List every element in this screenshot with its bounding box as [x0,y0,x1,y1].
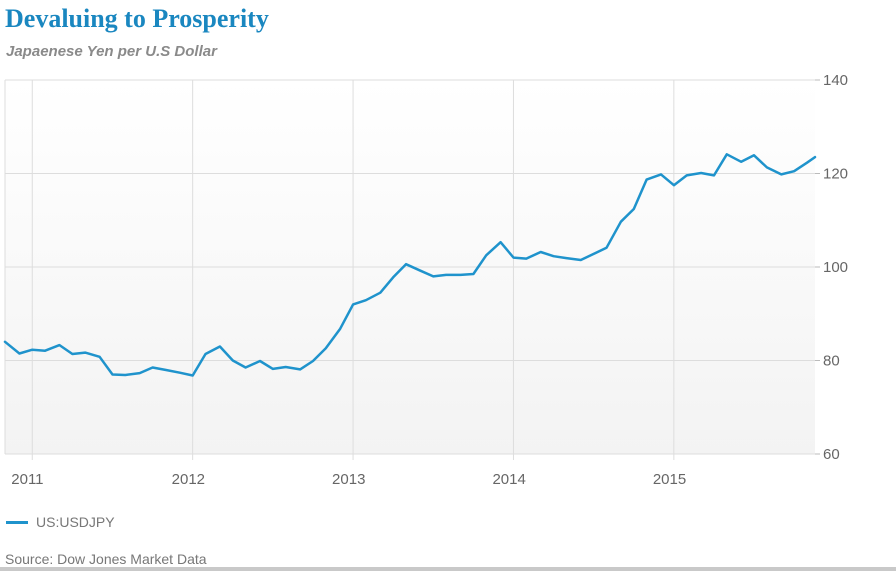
chart-title: Devaluing to Prosperity [5,4,269,33]
data-point [299,368,301,370]
legend-swatch [6,520,28,524]
data-point [472,273,474,275]
data-point [552,255,554,257]
data-point [164,369,166,371]
x-tick-label: 2015 [653,471,686,488]
data-point [565,257,567,259]
data-point [814,156,816,158]
data-point [71,353,73,355]
data-point [365,299,367,301]
data-point [485,254,487,256]
chart-subtitle: Japaenese Yen per U.S Dollar [6,43,217,60]
data-point [405,263,407,265]
data-point [753,154,755,156]
data-point [740,161,742,163]
data-point [580,259,582,261]
data-point [605,247,607,249]
x-tick-label: 2012 [172,471,205,488]
data-point [244,366,246,368]
x-tick-label: 2014 [492,471,525,488]
y-axis: 60 80 100 120 140 [815,72,848,463]
data-point [592,253,594,255]
data-point [31,349,33,351]
data-point [259,360,261,362]
data-point [645,178,647,180]
y-tick-label: 60 [823,446,840,463]
data-point [379,292,381,294]
data-point [673,184,675,186]
series-line-usdjpy [3,153,817,377]
data-point [191,374,193,376]
data-point [633,208,635,210]
data-point [713,174,715,176]
x-tick-label: 2013 [332,471,365,488]
data-point [726,153,728,155]
y-tick-label: 120 [823,166,848,183]
data-point [151,366,153,368]
data-point [512,256,514,258]
data-point [4,341,6,343]
data-point [312,360,314,362]
data-point [124,374,126,376]
data-point [700,172,702,174]
data-point [620,220,622,222]
bottom-divider [0,567,896,571]
data-point [98,356,100,358]
data-point [219,345,221,347]
data-point [272,368,274,370]
y-tick-label: 80 [823,353,840,370]
data-point [339,328,341,330]
x-tick-label: 2011 [11,471,43,488]
data-point [325,347,327,349]
data-point [84,351,86,353]
data-point [685,174,687,176]
x-axis: 2011 2012 2013 2014 2015 [11,471,686,488]
data-point [432,275,434,277]
line-chart: 2011 2012 2013 2014 2015 60 80 100 120 140 [3,72,848,488]
data-point [419,270,421,272]
data-point [204,353,206,355]
data-point [525,257,527,259]
data-point [660,173,662,175]
data-point [793,170,795,172]
data-point [139,372,141,374]
data-point [766,166,768,168]
source-note: Source: Dow Jones Market Data [5,551,207,567]
data-point [499,241,501,243]
y-tick-label: 140 [823,72,848,89]
data-point [445,274,447,276]
data-point [232,359,234,361]
data-point [392,276,394,278]
data-point [780,173,782,175]
legend: US:USDJPY [6,513,115,531]
data-point [284,366,286,368]
data-point [352,303,354,305]
data-point [58,344,60,346]
legend-label: US:USDJPY [36,514,115,530]
data-point [18,352,20,354]
data-point [540,251,542,253]
data-point [44,349,46,351]
data-point [459,274,461,276]
data-point [179,371,181,373]
y-tick-label: 100 [823,259,848,276]
data-point [111,373,113,375]
data-point [806,162,808,164]
